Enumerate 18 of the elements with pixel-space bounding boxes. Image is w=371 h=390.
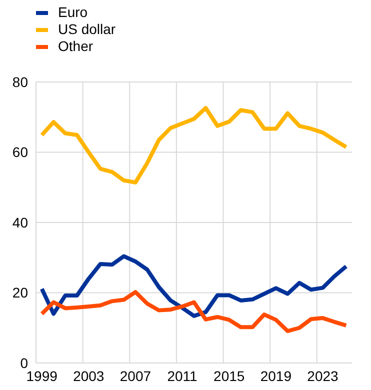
x-tick-label: 2015 [214, 368, 245, 384]
line-series [40, 290, 348, 334]
x-tick-label: 2003 [73, 368, 104, 384]
y-tick-label: 0 [20, 354, 28, 371]
legend-label: Euro [58, 4, 88, 21]
x-tick-label: 2019 [260, 368, 292, 384]
y-tick-label: 80 [12, 74, 28, 90]
y-tick-label: 20 [12, 284, 28, 301]
y-tick-label: 60 [12, 144, 28, 160]
legend-label: Other [58, 38, 94, 55]
line-series [40, 106, 348, 184]
y-tick-label: 40 [12, 214, 28, 230]
line-series [40, 254, 348, 318]
x-tick-label: 1999 [26, 368, 58, 384]
x-tick-label: 2023 [307, 368, 339, 384]
legend-label: US dollar [58, 21, 116, 38]
x-tick-label: 2011 [167, 368, 198, 384]
x-tick-label: 2007 [120, 368, 152, 384]
